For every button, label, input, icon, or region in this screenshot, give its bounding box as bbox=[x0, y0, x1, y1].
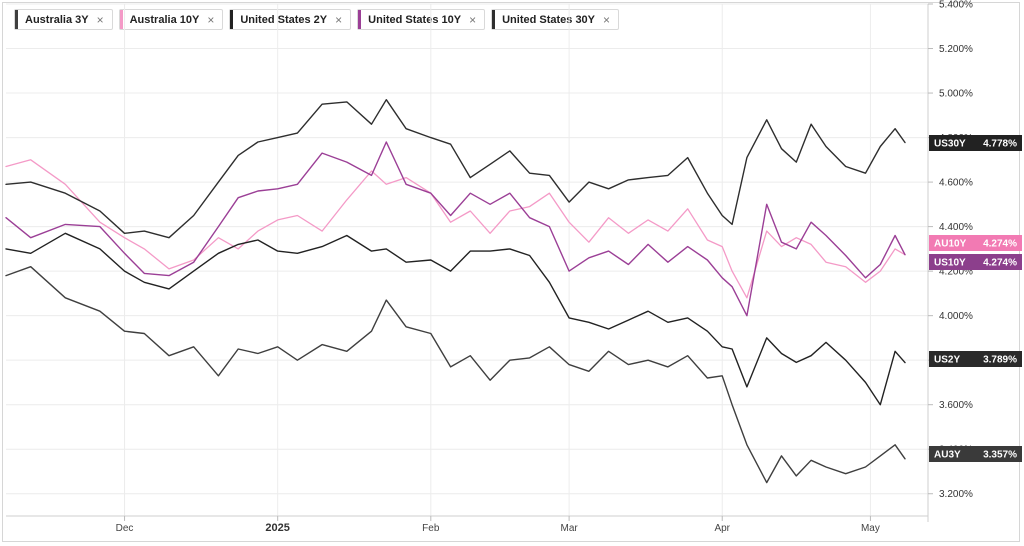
legend-chip-australia-3y[interactable]: Australia 3Y × bbox=[14, 9, 113, 30]
badge-series-code: AU10Y bbox=[934, 239, 967, 250]
legend-label: United States 2Y bbox=[240, 13, 328, 26]
last-value-badge-us10y: US10Y 4.274% bbox=[929, 254, 1022, 270]
legend-chip-australia-10y[interactable]: Australia 10Y × bbox=[118, 9, 224, 30]
y-tick-label: 4.400% bbox=[939, 222, 973, 233]
last-value-badge-au10y: AU10Y 4.274% bbox=[929, 235, 1022, 251]
legend-label: United States 10Y bbox=[368, 13, 462, 26]
close-icon[interactable]: × bbox=[603, 12, 611, 27]
badge-series-code: US2Y bbox=[934, 355, 960, 366]
last-value-badge-us2y: US2Y 3.789% bbox=[929, 351, 1022, 367]
y-tick-label: 3.600% bbox=[939, 400, 973, 411]
badge-bg bbox=[929, 351, 1022, 367]
legend-swatch bbox=[230, 10, 234, 29]
y-tick-label: 5.400% bbox=[939, 0, 973, 11]
badge-series-code: US10Y bbox=[934, 258, 966, 269]
last-value-badge-us30y: US30Y 4.778% bbox=[929, 135, 1022, 151]
close-icon[interactable]: × bbox=[207, 12, 215, 27]
y-tick-label: 5.000% bbox=[939, 89, 973, 100]
y-tick-label: 3.200% bbox=[939, 489, 973, 500]
x-tick-label: Apr bbox=[714, 523, 730, 534]
y-tick-label: 5.200% bbox=[939, 44, 973, 55]
y-tick-label: 4.000% bbox=[939, 311, 973, 322]
badge-last-value: 4.274% bbox=[983, 239, 1017, 250]
series-line-au3y bbox=[5, 266, 906, 484]
series-line-us10y bbox=[5, 141, 906, 317]
badge-last-value: 4.274% bbox=[983, 258, 1017, 269]
x-tick-label: Feb bbox=[422, 523, 440, 534]
legend-label: United States 30Y bbox=[502, 13, 596, 26]
x-tick-label: 2025 bbox=[265, 522, 289, 534]
legend-label: Australia 3Y bbox=[25, 13, 89, 26]
badge-bg bbox=[929, 135, 1022, 151]
badge-last-value: 3.789% bbox=[983, 355, 1017, 366]
legend-swatch bbox=[358, 10, 362, 29]
close-icon[interactable]: × bbox=[335, 12, 343, 27]
x-tick-label: Dec bbox=[116, 523, 134, 534]
legend-chip-united-states-10y[interactable]: United States 10Y × bbox=[357, 9, 486, 30]
legend-label: Australia 10Y bbox=[129, 13, 200, 26]
x-tick-label: Mar bbox=[560, 523, 578, 534]
legend-chip-united-states-2y[interactable]: United States 2Y × bbox=[229, 9, 352, 30]
badge-bg bbox=[929, 235, 1022, 251]
legend-swatch bbox=[119, 10, 123, 29]
close-icon[interactable]: × bbox=[469, 12, 477, 27]
legend: Australia 3Y × Australia 10Y × United States… bbox=[14, 9, 620, 30]
badge-bg bbox=[929, 446, 1022, 462]
y-tick-label: 4.600% bbox=[939, 178, 973, 189]
last-value-badge-au3y: AU3Y 3.357% bbox=[929, 446, 1022, 462]
legend-swatch bbox=[15, 10, 18, 29]
x-tick-label: May bbox=[861, 523, 880, 534]
badge-last-value: 4.778% bbox=[983, 139, 1017, 150]
legend-swatch bbox=[492, 10, 496, 29]
badge-series-code: US30Y bbox=[934, 139, 966, 150]
legend-chip-united-states-30y[interactable]: United States 30Y × bbox=[491, 9, 620, 30]
badge-last-value: 3.357% bbox=[983, 450, 1017, 461]
badge-bg bbox=[929, 254, 1022, 270]
series-line-us30y bbox=[5, 99, 906, 239]
series-line-au10y bbox=[5, 159, 906, 299]
series-line-us2y bbox=[5, 232, 906, 406]
close-icon[interactable]: × bbox=[96, 12, 104, 27]
y-tick-label: 4.200% bbox=[939, 267, 973, 278]
badge-series-code: AU3Y bbox=[934, 450, 961, 461]
